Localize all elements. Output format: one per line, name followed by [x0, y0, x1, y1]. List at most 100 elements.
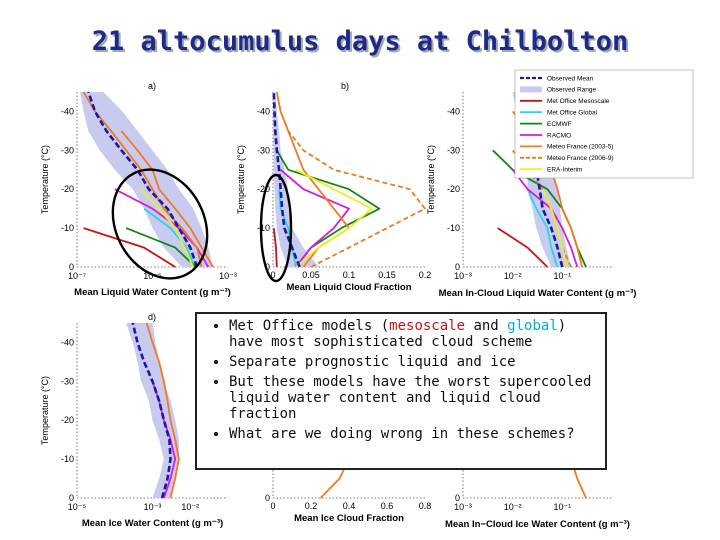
series-line-meteo-france-2003-5-: [145, 322, 180, 499]
y-axis-label: Temperature (°C): [236, 145, 246, 214]
y-tick-label: -10: [61, 223, 74, 233]
x-tick-label: 10⁻³: [219, 271, 237, 281]
legend-label: Observed Mean: [547, 75, 594, 82]
x-tick-label: 10⁻¹: [553, 502, 571, 512]
y-tick-label: 0: [455, 493, 460, 503]
y-tick-label: -40: [257, 106, 270, 116]
series-line-observed-mean: [515, 91, 564, 268]
y-axis-label: Temperature (°C): [40, 145, 50, 214]
y-tick-label: -20: [61, 184, 74, 194]
bullet-item: But these models have the worst supercoo…: [229, 374, 597, 422]
legend-box: [514, 69, 694, 179]
y-tick-label: -30: [61, 145, 74, 155]
x-tick-label: 0.2: [419, 270, 432, 280]
series-line-ecmwf: [125, 227, 197, 268]
bullet-item: What are we doing wrong in these schemes…: [229, 426, 597, 442]
x-axis-label: Mean Ice Cloud Fraction: [294, 513, 404, 524]
x-tick-label: 0.15: [378, 270, 396, 280]
x-tick-label: 0.2: [305, 501, 318, 511]
series-line-meteo-france-2006-9-: [279, 111, 426, 268]
highlight-ellipse: [259, 173, 293, 283]
series-line-observed-mean: [87, 91, 199, 268]
series-line-met-office-global: [526, 188, 559, 268]
bullet-item: Met Office models (mesoscale and global)…: [229, 318, 597, 350]
x-tick-label: 0.1: [343, 270, 356, 280]
bullet-text: ) have most sophisticated cloud scheme: [229, 318, 567, 350]
series-line-era-interim: [295, 168, 373, 268]
y-tick-label: 0: [265, 262, 270, 272]
x-tick-label: 0.4: [343, 501, 356, 511]
series-line-observed-mean: [272, 91, 301, 268]
series-line-met-office-mesoscale: [83, 227, 176, 268]
series-line-observed-mean: [131, 322, 172, 499]
x-axis-label: Mean Ice Water Content (g m⁻³): [82, 518, 223, 529]
bullet-text: Met Office models (: [229, 318, 390, 334]
legend-label: Met Office Mesoscale: [547, 98, 610, 105]
y-tick-label: -10: [447, 223, 460, 233]
mesoscale-text: mesoscale: [389, 318, 466, 334]
series-line-meteo-france-2003-5-: [82, 91, 203, 268]
series-line-racmo: [114, 188, 210, 268]
legend-label: Observed Range: [547, 87, 597, 94]
y-axis-label: Temperature (°C): [426, 145, 436, 214]
y-tick-label: 0: [455, 262, 460, 272]
y-tick-label: -30: [257, 145, 270, 155]
y-tick-label: -30: [447, 145, 460, 155]
legend-label: ECMWF: [547, 121, 572, 128]
y-axis-label: Temperature (°C): [40, 376, 50, 445]
series-line-met-office-mesoscale: [272, 227, 278, 268]
x-tick-label: 0: [270, 501, 275, 511]
x-tick-label: 10⁻³: [454, 271, 472, 281]
x-axis-label: Mean Liquid Water Content (g m⁻³): [74, 287, 231, 298]
notes-box: Met Office models (mesoscale and global)…: [195, 312, 607, 470]
y-tick-label: -40: [61, 106, 74, 116]
panel-label: b): [341, 81, 349, 91]
x-tick-label: 10⁻⁵: [68, 502, 87, 512]
x-axis-label: Mean In-Cloud Liquid Water Content (g m⁻…: [439, 288, 637, 299]
legend-label: ERA-Interim: [547, 167, 582, 174]
y-tick-label: -20: [257, 184, 270, 194]
y-tick-label: 0: [69, 262, 74, 272]
series-line-met-office-global: [143, 207, 196, 268]
series-line-era-interim: [140, 188, 195, 268]
x-tick-label: 10⁻⁷: [68, 271, 86, 281]
x-tick-label: 10⁻²: [181, 502, 199, 512]
y-tick-label: 0: [265, 493, 270, 503]
legend-swatch: [520, 86, 542, 93]
x-tick-label: 10⁻³: [144, 502, 162, 512]
panel-label: a): [148, 81, 156, 91]
observed-range-band: [126, 323, 179, 498]
x-tick-label: 10⁻²: [504, 502, 522, 512]
x-tick-label: 0.6: [381, 501, 394, 511]
x-tick-label: 0.8: [419, 501, 432, 511]
legend-label: Meteo France (2006-9): [547, 155, 613, 162]
x-tick-label: 10⁻¹: [553, 271, 571, 281]
y-tick-label: -10: [257, 223, 270, 233]
slide-title: 21 altocumulus days at Chilbolton: [91, 26, 629, 57]
x-axis-label: Mean In−Cloud Ice Water Content (g m⁻³): [445, 519, 630, 530]
legend-label: Meteo France (2003-5): [547, 144, 613, 151]
y-tick-label: -20: [61, 415, 74, 425]
bullet-item: Separate prognostic liquid and ice: [229, 354, 597, 370]
y-tick-label: -30: [61, 376, 74, 386]
highlight-ellipse: [111, 168, 209, 280]
series-line-meteo-france-2006-9-: [120, 130, 214, 268]
y-tick-label: -40: [61, 337, 74, 347]
x-tick-label: 10⁻³: [454, 502, 472, 512]
series-line-racmo: [511, 169, 579, 268]
legend-label: Met Office Global: [547, 110, 598, 117]
x-tick-label: 10⁻²: [504, 271, 522, 281]
legend-label: RACMO: [547, 132, 571, 139]
bullet-text: and: [465, 318, 508, 334]
panel-label: d): [148, 312, 156, 322]
y-tick-label: -40: [447, 106, 460, 116]
series-line-era-interim: [541, 188, 568, 268]
x-tick-label: 0: [270, 270, 275, 280]
y-tick-label: 0: [69, 493, 74, 503]
y-tick-label: -20: [447, 184, 460, 194]
y-tick-label: -10: [61, 454, 74, 464]
global-text: global: [507, 318, 558, 334]
x-axis-label: Mean Liquid Cloud Fraction: [286, 282, 411, 293]
x-tick-label: 0.05: [302, 270, 320, 280]
